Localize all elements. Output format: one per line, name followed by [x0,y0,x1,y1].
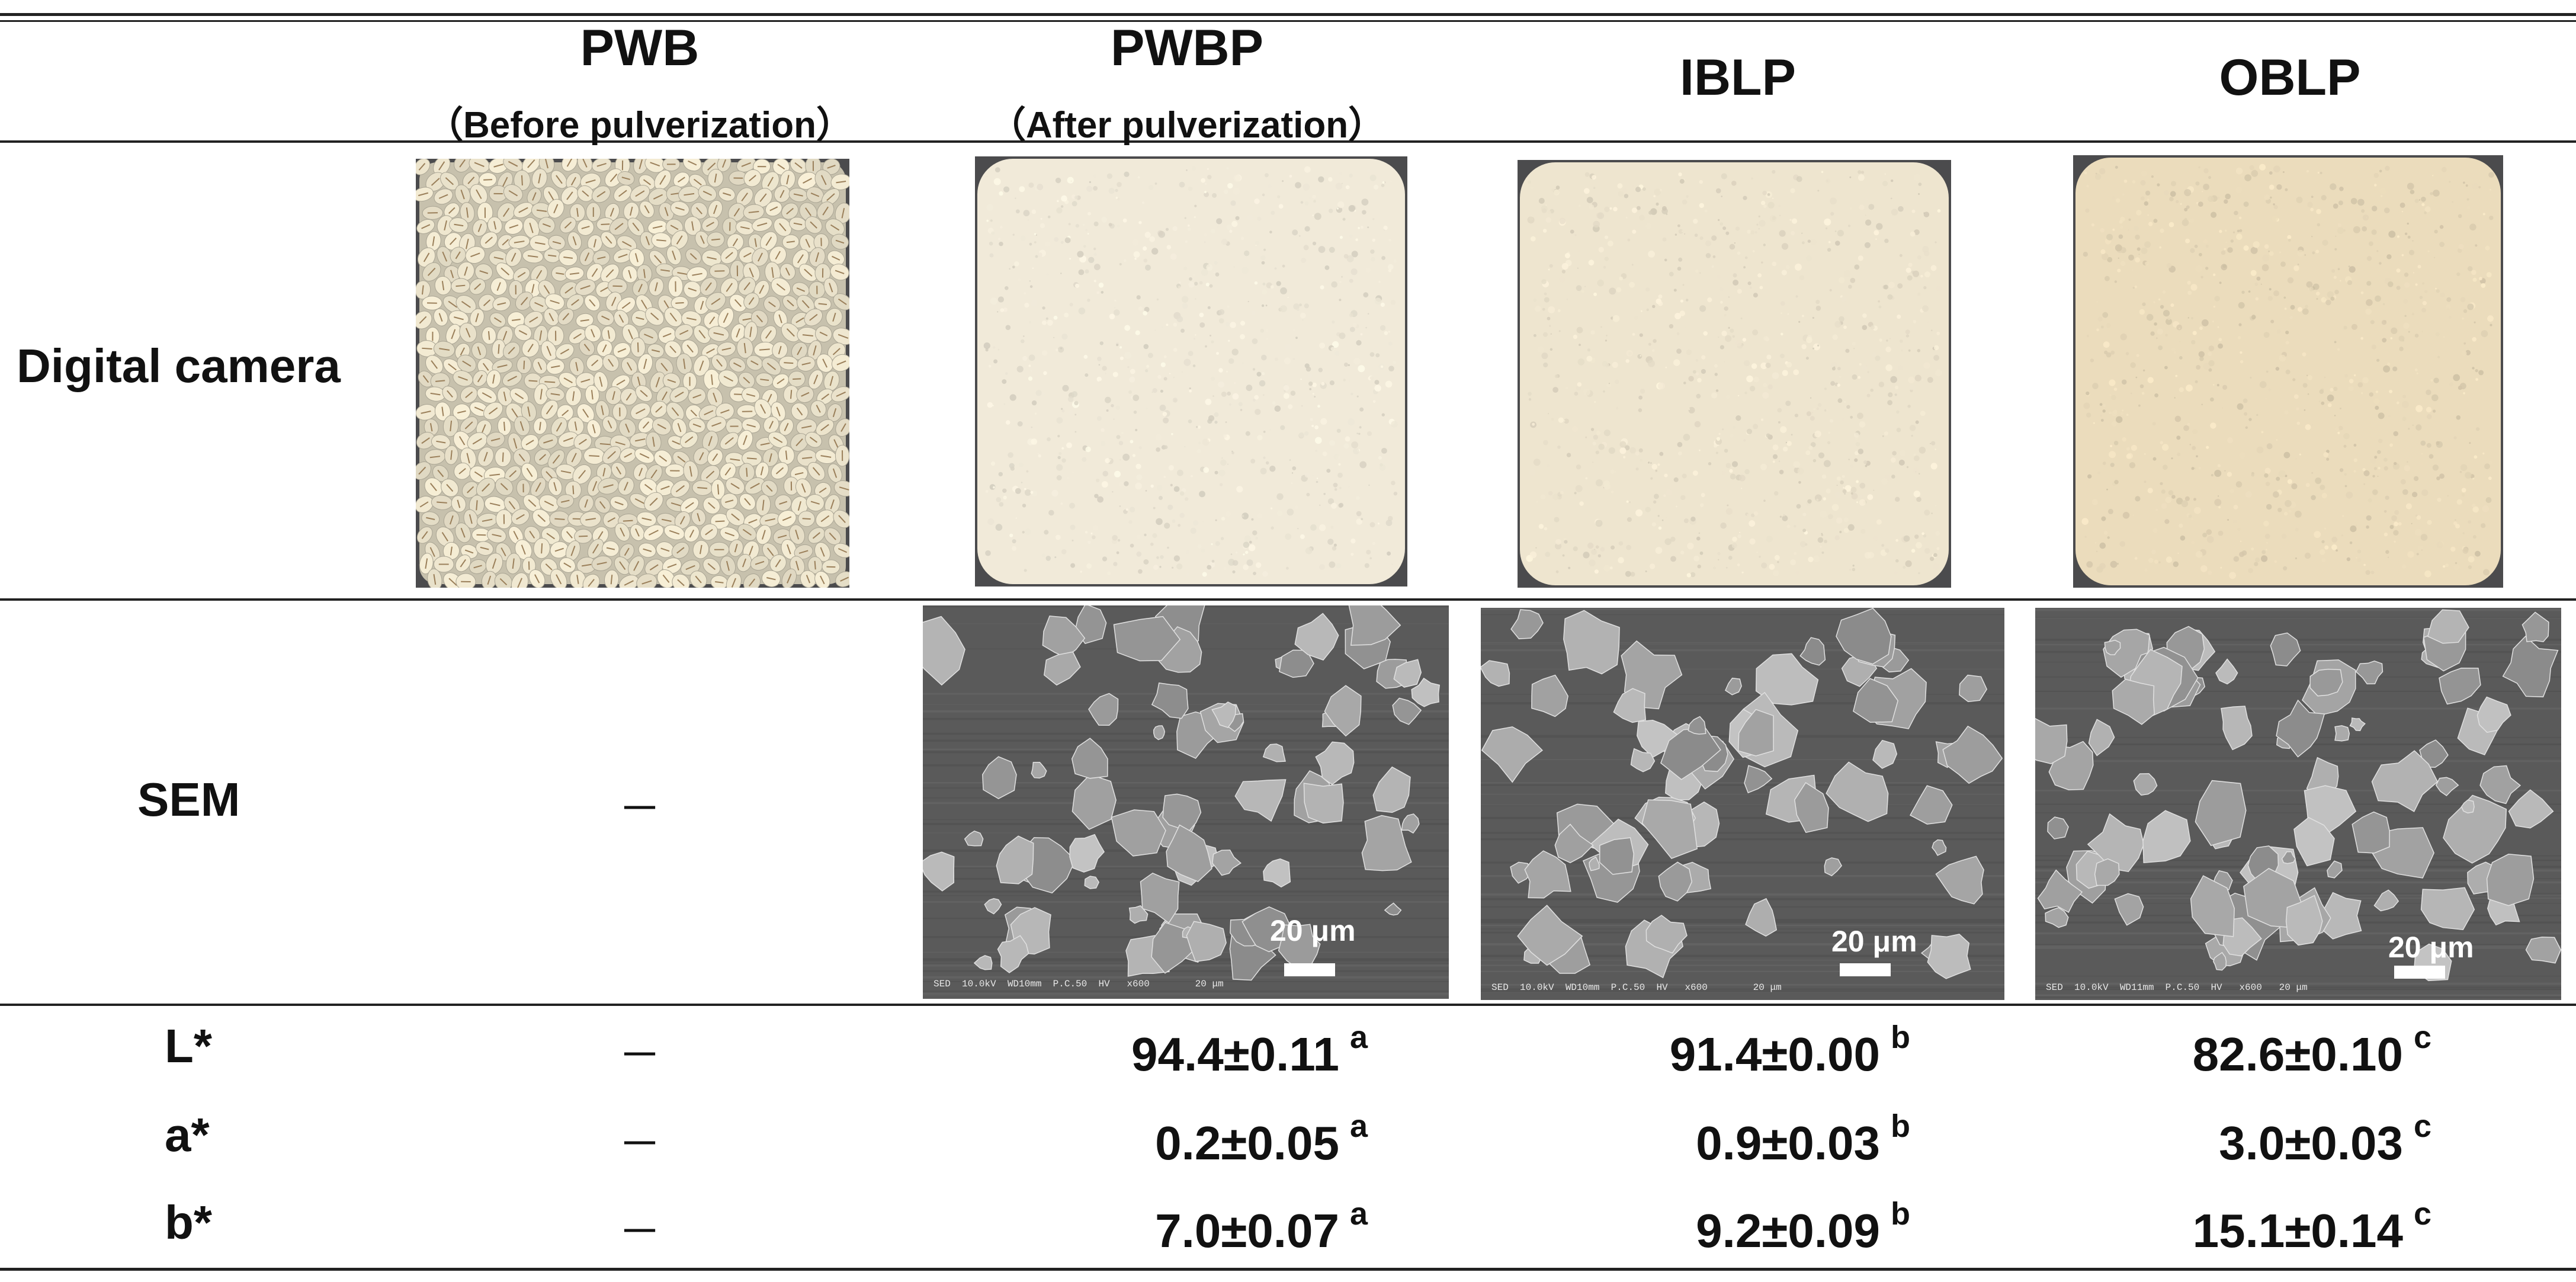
row-label-sem: SEM [137,773,240,826]
row-label-a-star: a* [165,1108,210,1161]
value-a-oblp: 3.0±0.03 c [2219,1108,2431,1169]
photo-pwb-barley-grains [416,159,849,588]
column-note-pwbp: （After pulverization） [989,105,1385,146]
value-a-pwbp: 0.2±0.05 a [1155,1108,1368,1169]
column-header-pwb: PWB [580,20,700,76]
header-divider [0,140,2576,143]
column-header-pwbp: PWBP [1111,20,1263,76]
value-a-iblp: 0.9±0.03 b [1696,1108,1910,1169]
photo-oblp-powder [2073,155,2503,588]
table-top-rule [0,13,2576,16]
sem-footer-iblp: SED 10.0kV WD10mm P.C.50 HV x600 20 μm [1491,982,1782,993]
column-header-iblp: IBLP [1680,49,1796,106]
sem-scalebar-pwbp [1284,963,1335,976]
sem-image-iblp: 20 μm SED 10.0kV WD10mm P.C.50 HV x600 2… [1481,608,2004,1000]
table-bottom-rule [0,1268,2576,1271]
pwb-a-dash: － [618,1121,662,1168]
sem-row-divider [0,1004,2576,1006]
table-top-rule-inner [0,20,2576,22]
value-b-iblp: 9.2±0.09 b [1696,1196,1910,1257]
row-label-b-star: b* [165,1196,212,1249]
value-b-oblp: 15.1±0.14 c [2192,1196,2431,1257]
sem-footer-oblp: SED 10.0kV WD11mm P.C.50 HV x600 20 μm [2046,982,2308,993]
value-l-oblp: 82.6±0.10 c [2192,1020,2431,1081]
sem-scalebar-label-oblp: 20 μm [2388,931,2474,964]
sem-image-oblp: 20 μm SED 10.0kV WD11mm P.C.50 HV x600 2… [2035,608,2561,1000]
value-l-iblp: 91.4±0.00 b [1669,1020,1910,1081]
row-label-l-star: L* [165,1020,212,1072]
pwb-l-dash: － [618,1032,662,1079]
sem-scalebar-oblp [2394,966,2445,979]
sem-footer-pwbp: SED 10.0kV WD10mm P.C.50 HV x600 20 μm [933,979,1224,989]
photo-iblp-powder [1518,160,1951,588]
column-note-pwb: （Before pulverization） [426,105,853,146]
value-l-pwbp: 94.4±0.11 a [1131,1020,1368,1081]
pwb-b-dash: － [618,1209,662,1256]
sem-scalebar-iblp [1840,963,1891,976]
row-label-digital-camera: Digital camera [17,339,341,392]
photo-pwbp-powder [975,156,1407,586]
pwb-sem-dash: － [618,786,662,833]
sem-scalebar-label-iblp: 20 μm [1831,925,1917,958]
value-b-pwbp: 7.0±0.07 a [1155,1196,1368,1257]
sem-scalebar-label-pwbp: 20 μm [1270,914,1356,947]
camera-row-divider [0,598,2576,601]
sem-image-pwbp: 20 μm SED 10.0kV WD10mm P.C.50 HV x600 2… [923,605,1449,999]
column-header-oblp: OBLP [2219,49,2361,106]
